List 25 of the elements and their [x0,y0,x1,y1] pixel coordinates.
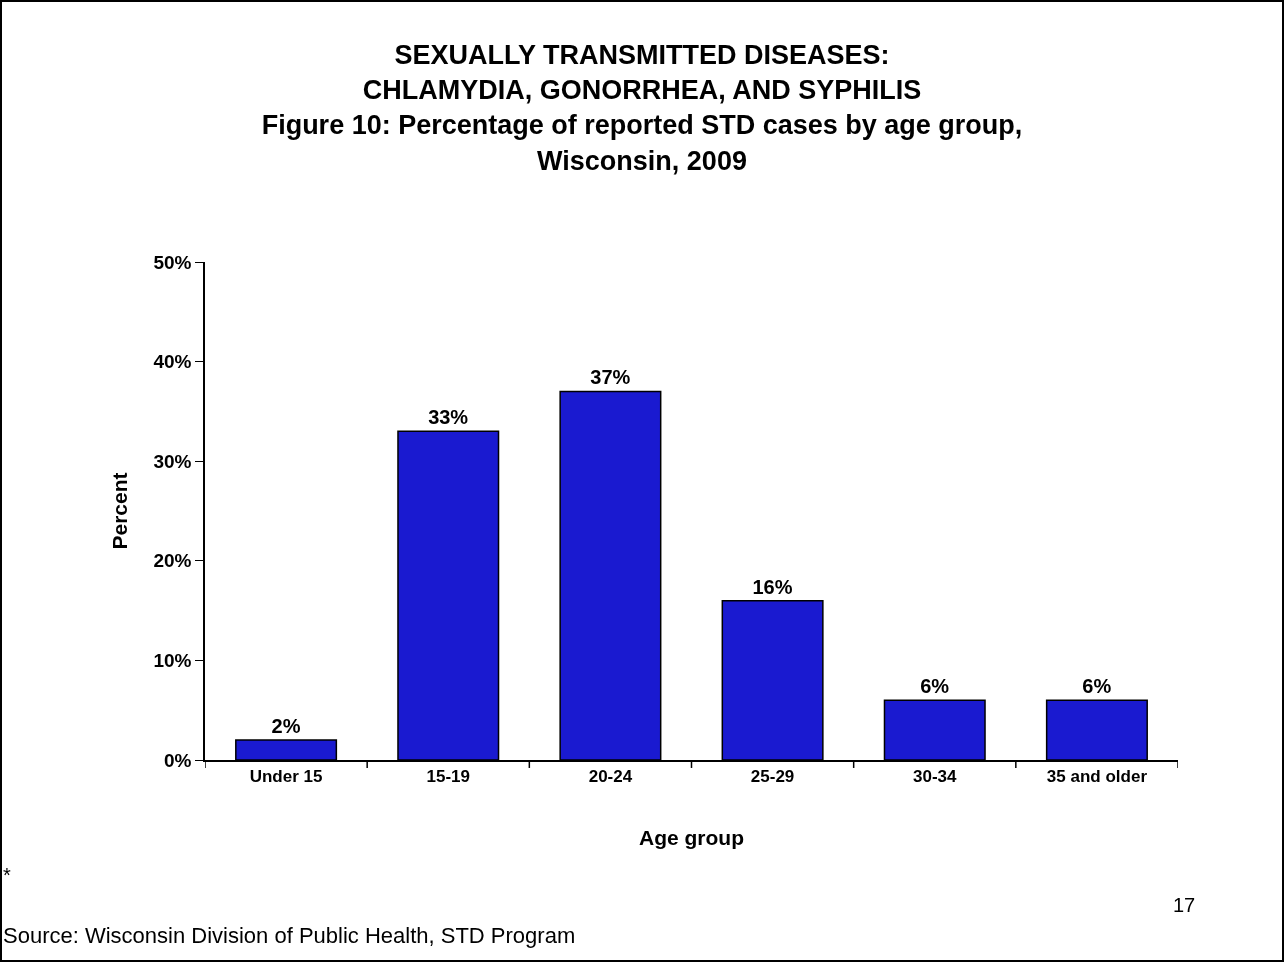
data-label: 2% [271,715,301,738]
chart-subtitle: Figure 10: Percentage of reported STD cases by age group, Wisconsin, 2009 [261,110,1023,176]
y-tick-label: 40% [153,351,192,373]
y-tick-label: 10% [153,650,192,672]
source-note: Source: Wisconsin Division of Public Health, STD Program [3,923,576,948]
x-tick-label: 15-19 [426,767,470,787]
y-tick-label: 0% [163,749,192,771]
x-tick-label: 20-24 [588,767,633,787]
y-axis-title: Percent [108,472,132,550]
data-label: 33% [428,406,469,429]
y-tick-label: 50% [153,251,192,273]
x-axis-title: Age group [639,825,744,849]
data-label: 6% [920,675,950,698]
data-label: 6% [1082,675,1112,698]
x-tick-label: 30-34 [913,767,958,787]
text: 17 [1173,894,1196,916]
x-tick-label: Under 15 [249,767,323,787]
text: * [3,864,11,886]
y-tick-label: 20% [153,550,192,572]
data-label: 37% [590,366,631,389]
x-tick-label: 25-29 [750,767,795,787]
data-label: 16% [752,575,793,598]
y-tick-label: 30% [153,450,192,472]
x-tick-label: 35 and older [1046,767,1148,787]
chart-title: SEXUALLY TRANSMITTED DISEASES: CHLAMYDIA, GONORRHEA, AND SYPHILIS [362,40,922,106]
